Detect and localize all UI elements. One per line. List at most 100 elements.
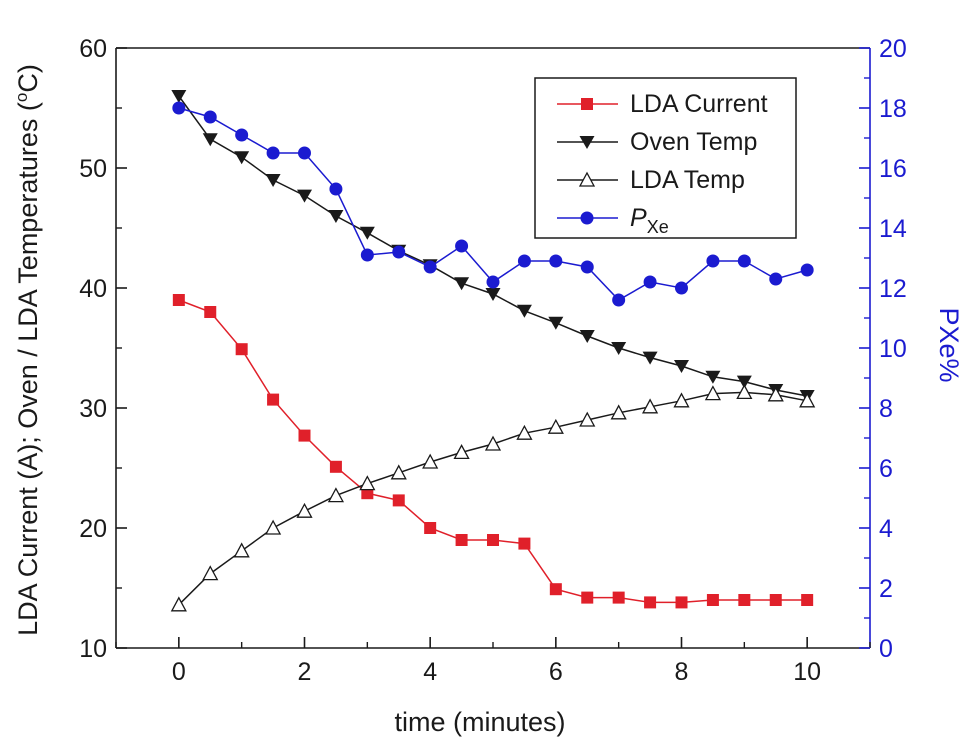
y-left-axis-title: LDA Current (A); Oven / LDA Temperatures… (12, 64, 43, 636)
legend: LDA Current Oven Temp LDA Temp PXe (534, 77, 797, 239)
series-line (178, 299, 808, 604)
y-left-tick-label: 60 (79, 35, 107, 63)
legend-samples (557, 98, 618, 225)
data-point (202, 133, 218, 147)
y-right-tick-label: 2 (879, 575, 893, 603)
data-point (297, 189, 312, 203)
data-point (235, 128, 249, 142)
x-tick-label: 10 (793, 658, 821, 686)
data-point (612, 293, 626, 307)
x-axis: 0 2 4 6 8 10 (115, 637, 871, 686)
y-right-tick-label: 18 (879, 95, 907, 123)
x-axis-title: time (minutes) (394, 707, 565, 737)
data-point (547, 418, 564, 434)
y-right-tick-label: 6 (879, 455, 893, 483)
data-point (360, 248, 374, 262)
data-point (549, 254, 563, 268)
data-point (769, 594, 782, 606)
series-2 (170, 384, 816, 612)
data-point (518, 537, 531, 550)
x-tick-label: 8 (675, 658, 689, 686)
series-3 (172, 101, 814, 307)
y-right-axis-title: PXe% (934, 307, 964, 382)
legend-label-oven-temp: Oven Temp (630, 128, 757, 156)
y-left-axis: 10 20 30 40 50 60 (79, 35, 127, 663)
series-layer (170, 90, 816, 612)
data-point (580, 260, 594, 274)
data-point (265, 174, 281, 187)
data-point (453, 444, 470, 460)
legend-label-lda-current: LDA Current (630, 90, 768, 118)
legend-sample-marker (579, 136, 595, 149)
data-point (266, 146, 280, 160)
data-point (736, 375, 752, 389)
data-point (455, 534, 468, 546)
legend-sample-marker (578, 171, 596, 187)
legend-label-pxe-p: P (630, 204, 647, 232)
x-tick-label: 4 (423, 658, 437, 686)
data-point (454, 277, 470, 291)
data-point (799, 392, 816, 408)
data-point (675, 596, 688, 609)
y-right-tick-label: 4 (879, 515, 893, 543)
data-point (704, 385, 722, 401)
legend-label-pxe-sub: Xe (647, 217, 669, 237)
legend-label-pxe: PXe (630, 204, 669, 237)
data-point (579, 411, 596, 427)
y-right-tick-label: 12 (879, 275, 907, 303)
y-left-tick-label: 20 (79, 515, 107, 543)
data-point (267, 393, 280, 406)
data-point (298, 146, 311, 160)
data-point (800, 263, 814, 277)
data-point (611, 342, 627, 355)
data-point (581, 591, 594, 604)
series-line (178, 391, 808, 606)
data-point (737, 254, 751, 268)
legend-sample-marker (581, 98, 593, 110)
data-point (769, 272, 783, 286)
x-tick-label: 2 (298, 658, 312, 686)
y-left-axis-title-degree: o (12, 93, 31, 102)
data-point (359, 226, 375, 240)
data-point (202, 565, 219, 581)
data-point (644, 596, 657, 609)
data-point (424, 522, 437, 534)
y-right-tick-label: 14 (879, 215, 907, 243)
data-point (172, 294, 185, 306)
data-point (329, 182, 343, 196)
data-point (706, 594, 719, 606)
x-tick-label: 6 (549, 658, 563, 686)
data-point (329, 460, 342, 473)
data-point (801, 594, 814, 606)
data-point (204, 306, 217, 318)
data-point (642, 351, 658, 365)
data-point (234, 151, 250, 165)
data-point (486, 275, 500, 289)
data-point (422, 453, 439, 469)
data-point (516, 424, 533, 440)
legend-label-lda-temp: LDA Temp (630, 166, 745, 194)
data-point (264, 519, 282, 535)
y-right-tick-label: 16 (879, 155, 907, 183)
data-point (172, 101, 186, 115)
y-left-tick-label: 30 (79, 395, 107, 423)
y-left-axis-title-unit: C) (13, 64, 43, 93)
data-point (327, 487, 345, 503)
data-point (738, 594, 751, 606)
data-point (171, 90, 187, 103)
legend-sample-marker (580, 211, 594, 225)
data-point (705, 370, 721, 384)
data-point (235, 343, 248, 356)
data-point (610, 404, 627, 420)
data-point (203, 110, 217, 124)
y-left-tick-label: 50 (79, 155, 107, 183)
data-point (485, 288, 501, 301)
data-point (298, 429, 311, 442)
data-point (170, 596, 187, 612)
data-point (423, 260, 437, 274)
data-point (706, 254, 720, 268)
data-point (736, 384, 753, 400)
y-left-tick-label: 10 (79, 635, 107, 663)
data-point (233, 542, 250, 558)
